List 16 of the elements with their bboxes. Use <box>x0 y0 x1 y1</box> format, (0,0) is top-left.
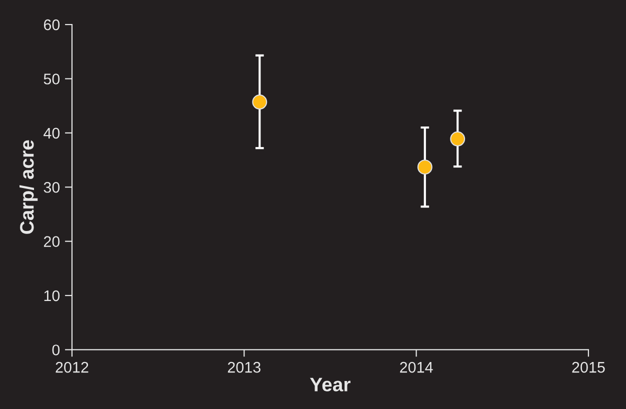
y-tick-label: 0 <box>52 344 60 356</box>
y-tick-label: 30 <box>44 182 60 193</box>
point <box>450 131 466 146</box>
x-tick-label: 2014 <box>400 362 433 373</box>
y-tick-label: 20 <box>44 236 60 247</box>
x-tick-label: 2012 <box>56 362 88 373</box>
point <box>252 94 268 110</box>
point <box>417 160 432 175</box>
x-tick-label: 2013 <box>228 362 260 373</box>
y-tick-label: 50 <box>44 74 60 84</box>
y-tick-label: 40 <box>44 128 60 139</box>
y-tick-label: 60 <box>44 19 60 30</box>
x-tick-label: 2015 <box>572 362 605 373</box>
y-tick-label: 10 <box>44 290 60 302</box>
x-axis-title: Year <box>310 378 350 392</box>
y-axis-title: Carp/ acre <box>20 140 38 234</box>
